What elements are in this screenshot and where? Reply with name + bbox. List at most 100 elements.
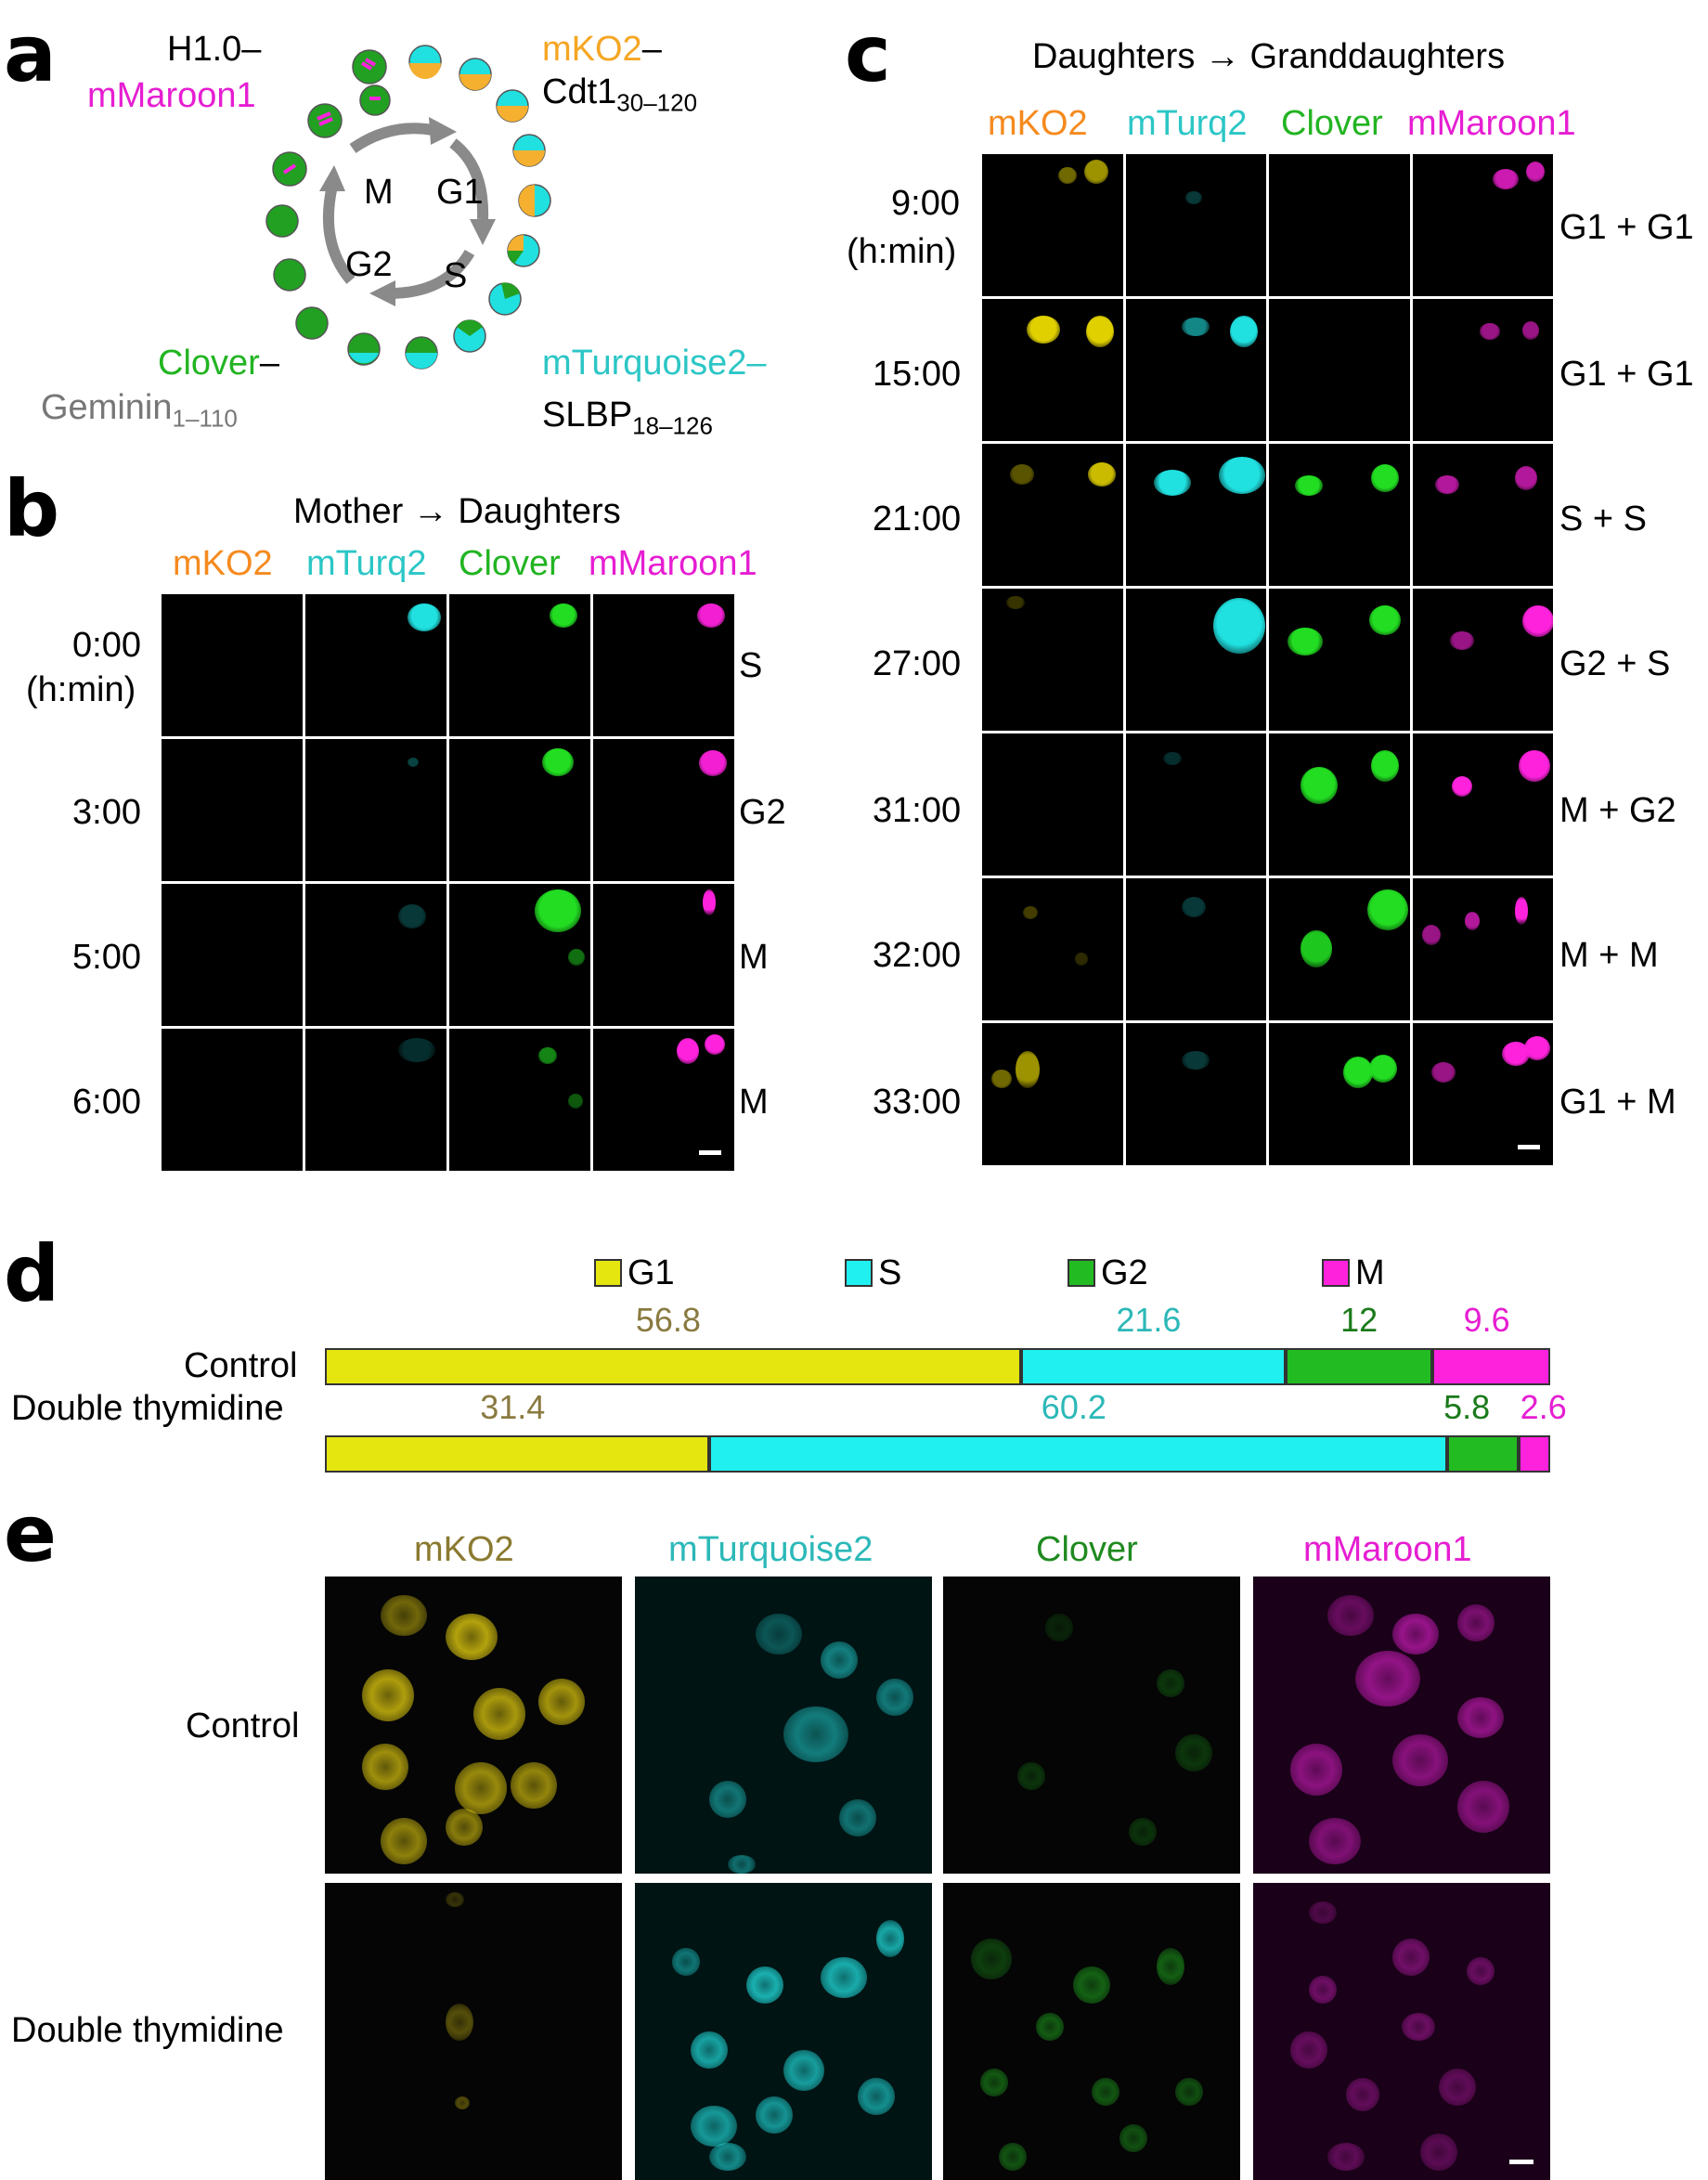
panel-e-cell-r1-c0 xyxy=(325,1883,622,2180)
nucleus xyxy=(1457,1697,1504,1738)
panel-c-time-1: 15:00 xyxy=(873,355,962,394)
clover-geminin-label: Clover– xyxy=(158,345,279,381)
nucleus xyxy=(709,1781,746,1818)
panel-c-channel-mturq2: mTurq2 xyxy=(1127,104,1248,143)
image-cell-r5-c3 xyxy=(1412,878,1553,1020)
nucleus xyxy=(1175,1734,1212,1771)
nucleus xyxy=(699,750,727,776)
nucleus xyxy=(1371,750,1399,782)
nucleus xyxy=(1420,2134,1457,2171)
cell-sg2-1-s-half xyxy=(349,353,379,364)
arrow-g1-to-s xyxy=(449,138,489,220)
phase-g1-label: G1 xyxy=(436,173,484,212)
panel-e-row-label-control: Control xyxy=(186,1706,300,1745)
phase-m-label: M xyxy=(364,173,394,212)
phase-s-label: S xyxy=(444,256,468,295)
cell-g1s-2-g1-half xyxy=(513,150,545,166)
nucleus xyxy=(1449,631,1474,650)
image-cell-r6-c2 xyxy=(1269,1023,1410,1165)
mko2-cdt1-label: mKO2– xyxy=(542,32,662,67)
geminin-subscript: 1–110 xyxy=(172,404,238,433)
cell-s-3-g1-wedge xyxy=(508,235,524,251)
nucleus xyxy=(1464,912,1480,930)
nucleus xyxy=(1457,1781,1509,1833)
image-cell-r3-c1 xyxy=(1125,589,1266,731)
nucleus xyxy=(1421,925,1441,945)
nucleus xyxy=(1479,323,1500,340)
bar-double-thymidine-g1 xyxy=(325,1435,710,1473)
image-cell-r3-c2 xyxy=(1269,589,1410,731)
legend-label-g1: G1 xyxy=(628,1253,675,1292)
nucleus xyxy=(1309,1901,1337,1924)
nucleus xyxy=(446,1892,464,1907)
slbp-label: SLBP18–126 xyxy=(542,397,713,438)
panel-c-channel-mko2: mKO2 xyxy=(988,104,1088,143)
legend-swatch-s xyxy=(845,1259,873,1287)
nucleus xyxy=(1434,475,1459,494)
nucleus xyxy=(1457,1604,1494,1641)
arrowhead-g2 xyxy=(369,280,395,306)
value-label-control-s: 21.6 xyxy=(1116,1301,1182,1339)
nucleus xyxy=(1514,466,1537,490)
nucleus xyxy=(1287,628,1323,655)
nucleus xyxy=(398,1038,435,1062)
panel-e-cell-r1-c2 xyxy=(943,1883,1240,2180)
panel-label-c: c xyxy=(845,8,891,99)
nucleus xyxy=(1290,2031,1327,2069)
bar-control-s xyxy=(1020,1348,1286,1385)
mko2-text: mKO2 xyxy=(542,30,642,69)
cell-s-1-g2-wedge xyxy=(457,319,483,336)
nucleus xyxy=(446,1614,498,1660)
nucleus xyxy=(783,1706,848,1762)
panel-e-channel-mmaroon1: mMaroon1 xyxy=(1303,1530,1472,1569)
nucleus xyxy=(1073,1966,1110,2004)
panel-e-cell-r0-c1 xyxy=(635,1577,932,1874)
value-label-control-m: 9.6 xyxy=(1463,1301,1510,1339)
nucleus xyxy=(446,1809,483,1846)
nucleus xyxy=(783,2050,824,2091)
image-cell-r2-c2 xyxy=(449,884,590,1026)
image-cell-r4-c0 xyxy=(982,733,1123,876)
image-cell-r3-c1 xyxy=(305,1029,446,1171)
image-cell-r5-c1 xyxy=(1125,878,1266,1020)
nucleus xyxy=(1045,1614,1073,1641)
panel-label-b: b xyxy=(4,463,60,554)
panel-e-channel-clover: Clover xyxy=(1036,1530,1138,1569)
nucleus xyxy=(1451,776,1472,797)
image-cell-r5-c2 xyxy=(1269,878,1410,1020)
nucleus xyxy=(542,748,574,776)
nucleus xyxy=(876,1679,913,1716)
nucleus xyxy=(1430,1062,1456,1083)
panel-c-stage-2: S + S xyxy=(1559,500,1647,539)
nucleus xyxy=(1212,598,1265,654)
nucleus xyxy=(1327,2143,1365,2171)
nucleus xyxy=(1295,475,1323,496)
bar-control-g1 xyxy=(325,1348,1021,1385)
image-cell-r1-c2 xyxy=(449,739,590,881)
panel-b-channel-mturq2: mTurq2 xyxy=(306,544,427,583)
nucleus xyxy=(1075,953,1088,966)
panel-c-channel-mmaroon1: mMaroon1 xyxy=(1407,104,1576,143)
nucleus xyxy=(1157,1948,1184,1985)
cdt1-subscript: 30–120 xyxy=(616,88,698,117)
image-cell-r4-c1 xyxy=(1125,733,1266,876)
cell-g2-1 xyxy=(265,204,299,238)
h1-label-line2: mMaroon1 xyxy=(87,76,256,115)
slbp-text: SLBP xyxy=(542,396,633,435)
nucleus xyxy=(746,1966,783,2004)
panel-b-channel-mmaroon1: mMaroon1 xyxy=(589,544,757,583)
nucleus xyxy=(1327,1595,1374,1636)
panel-c-time-5: 32:00 xyxy=(873,936,962,975)
scale-bar xyxy=(1518,1145,1540,1149)
nucleus xyxy=(473,1688,525,1740)
image-cell-r0-c0 xyxy=(162,594,303,736)
cell-sg2-2-s-half xyxy=(406,353,437,369)
nucleus xyxy=(1309,1818,1361,1864)
panel-b-stage-0: S xyxy=(739,646,763,685)
panel-label-a: a xyxy=(4,8,57,99)
geminin-text: Geminin xyxy=(41,388,173,427)
nucleus xyxy=(1367,889,1408,930)
clover-text: Clover xyxy=(158,344,260,383)
value-label-control-g1: 56.8 xyxy=(635,1301,701,1339)
panel-e-channel-mko2: mKO2 xyxy=(414,1530,514,1569)
